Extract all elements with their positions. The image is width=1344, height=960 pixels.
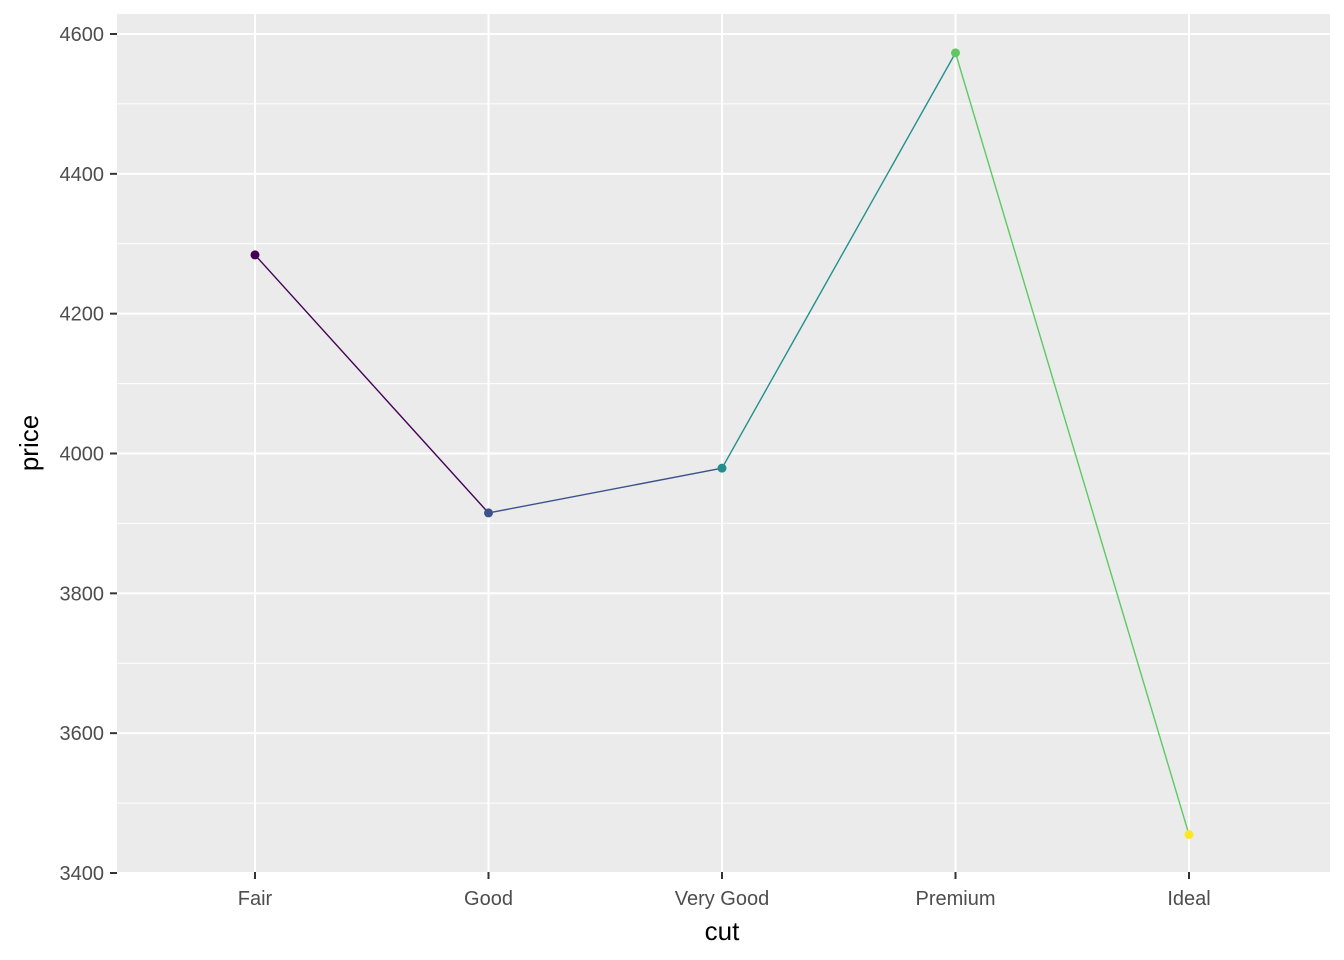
x-tick-label: Very Good: [675, 888, 770, 910]
line-segment: [954, 52, 1190, 835]
major-gridlines: [117, 14, 1330, 874]
x-axis-title: cut: [705, 916, 740, 946]
data-point: [951, 48, 960, 58]
y-tick-label: 4600: [60, 24, 105, 46]
y-tick-label: 4200: [60, 304, 105, 326]
y-tick-label: 3600: [60, 723, 105, 745]
y-tick-label: 3800: [60, 583, 105, 605]
y-tick-label: 4400: [60, 164, 105, 186]
y-tick-label: 3400: [60, 863, 105, 885]
x-axis: Fair Good Very Good Premium Ideal: [238, 872, 1211, 910]
x-tick-label: Fair: [238, 888, 273, 910]
data-point: [484, 508, 493, 518]
data-points: [250, 48, 1194, 840]
y-axis-title: price: [14, 415, 44, 471]
x-tick-label: Ideal: [1167, 888, 1210, 910]
line-segment: [254, 254, 490, 514]
x-tick-label: Good: [464, 888, 513, 910]
data-point: [1184, 830, 1194, 840]
line-segment: [488, 467, 723, 514]
plot-panel: [117, 14, 1330, 872]
y-tick-label: 4000: [60, 444, 105, 466]
minor-gridlines: [117, 103, 1330, 804]
line-segment: [721, 52, 957, 469]
data-point: [717, 463, 727, 473]
series-line: [254, 52, 1190, 835]
x-tick-label: Premium: [915, 888, 995, 910]
y-axis: 3400 3600 3800 4000 4200 4400 4600: [60, 24, 117, 885]
data-point: [250, 250, 260, 260]
